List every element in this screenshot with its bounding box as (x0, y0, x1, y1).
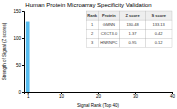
table-text: 0.95 (129, 40, 138, 45)
tick-mark (22, 92, 24, 93)
title: Human Protein Microarray Specificity Val… (25, 2, 151, 8)
table-cell (120, 29, 146, 38)
table-cell (120, 20, 146, 29)
y-axis: 0 50 100 150 (13, 9, 24, 95)
table-text: Z score (125, 13, 140, 18)
table-text: 2 (91, 31, 94, 36)
table-cell (86, 38, 98, 47)
chart: 1 10 20 30 40 0 50 100 150 Rank Protein Z score S sc… (0, 0, 177, 109)
table-text: CXCT3.0 (101, 31, 118, 36)
tick: 50 (16, 63, 24, 68)
bar (26, 22, 30, 92)
table-cell (86, 29, 98, 38)
table-cell (120, 11, 146, 20)
table-cell (98, 20, 119, 29)
table-cell (145, 38, 172, 47)
table-cell (86, 20, 98, 29)
tick: 100 (13, 36, 24, 41)
tick-label: 0 (18, 90, 21, 95)
tick: 150 (13, 9, 24, 14)
table-text: 133.13 (153, 22, 166, 27)
table-text: Rank (87, 13, 98, 18)
x-axis-title: Signal Rank (Top 40) (77, 103, 120, 108)
table-text: HNRNPC (100, 40, 117, 45)
table-cell (145, 29, 172, 38)
tick: 10 (59, 92, 65, 99)
table-cell (120, 38, 146, 47)
table-text: Protein (102, 13, 116, 18)
table-text: GMNN (103, 22, 115, 27)
tick-label: 150 (13, 9, 21, 14)
axis-line (22, 12, 25, 93)
tick-label: 30 (133, 94, 139, 99)
bars (26, 22, 30, 92)
tick-label: 20 (96, 94, 102, 99)
table-cell (98, 38, 119, 47)
tick-label: 40 (170, 94, 176, 99)
y-axis-title: Strength of Signal (Z scores) (2, 22, 7, 80)
table-text: 0.42 (155, 31, 164, 36)
tick: 30 (133, 92, 139, 99)
tick-label: 1 (27, 94, 30, 99)
tick: 1 (27, 92, 30, 99)
table-cell (98, 11, 119, 20)
table-cell (98, 29, 119, 38)
tick-label: 100 (13, 36, 21, 41)
tick-mark (22, 11, 24, 12)
table-cell (145, 11, 172, 20)
tick-mark (22, 38, 24, 39)
tick: 40 (170, 92, 176, 99)
tick-mark (22, 65, 24, 66)
table: Rank Protein Z score S score 1 GMNN 130.48 133.… (86, 11, 172, 47)
table-text: 0.12 (155, 40, 164, 45)
plot: 1 10 20 30 40 0 50 100 150 Rank Protein Z score S sc… (13, 9, 175, 99)
tick: 0 (18, 90, 24, 95)
table-text: 130.48 (126, 22, 139, 27)
table-text: 3 (91, 40, 94, 45)
table-text: S score (151, 13, 166, 18)
table-cell (145, 20, 172, 29)
tick: 20 (96, 92, 102, 99)
table-text: 1.37 (129, 31, 138, 36)
tick-label: 10 (59, 94, 65, 99)
table-text: 1 (91, 22, 94, 27)
tick-label: 50 (16, 63, 22, 68)
x-axis: 1 10 20 30 40 (25, 92, 176, 99)
table-cell (86, 11, 98, 20)
